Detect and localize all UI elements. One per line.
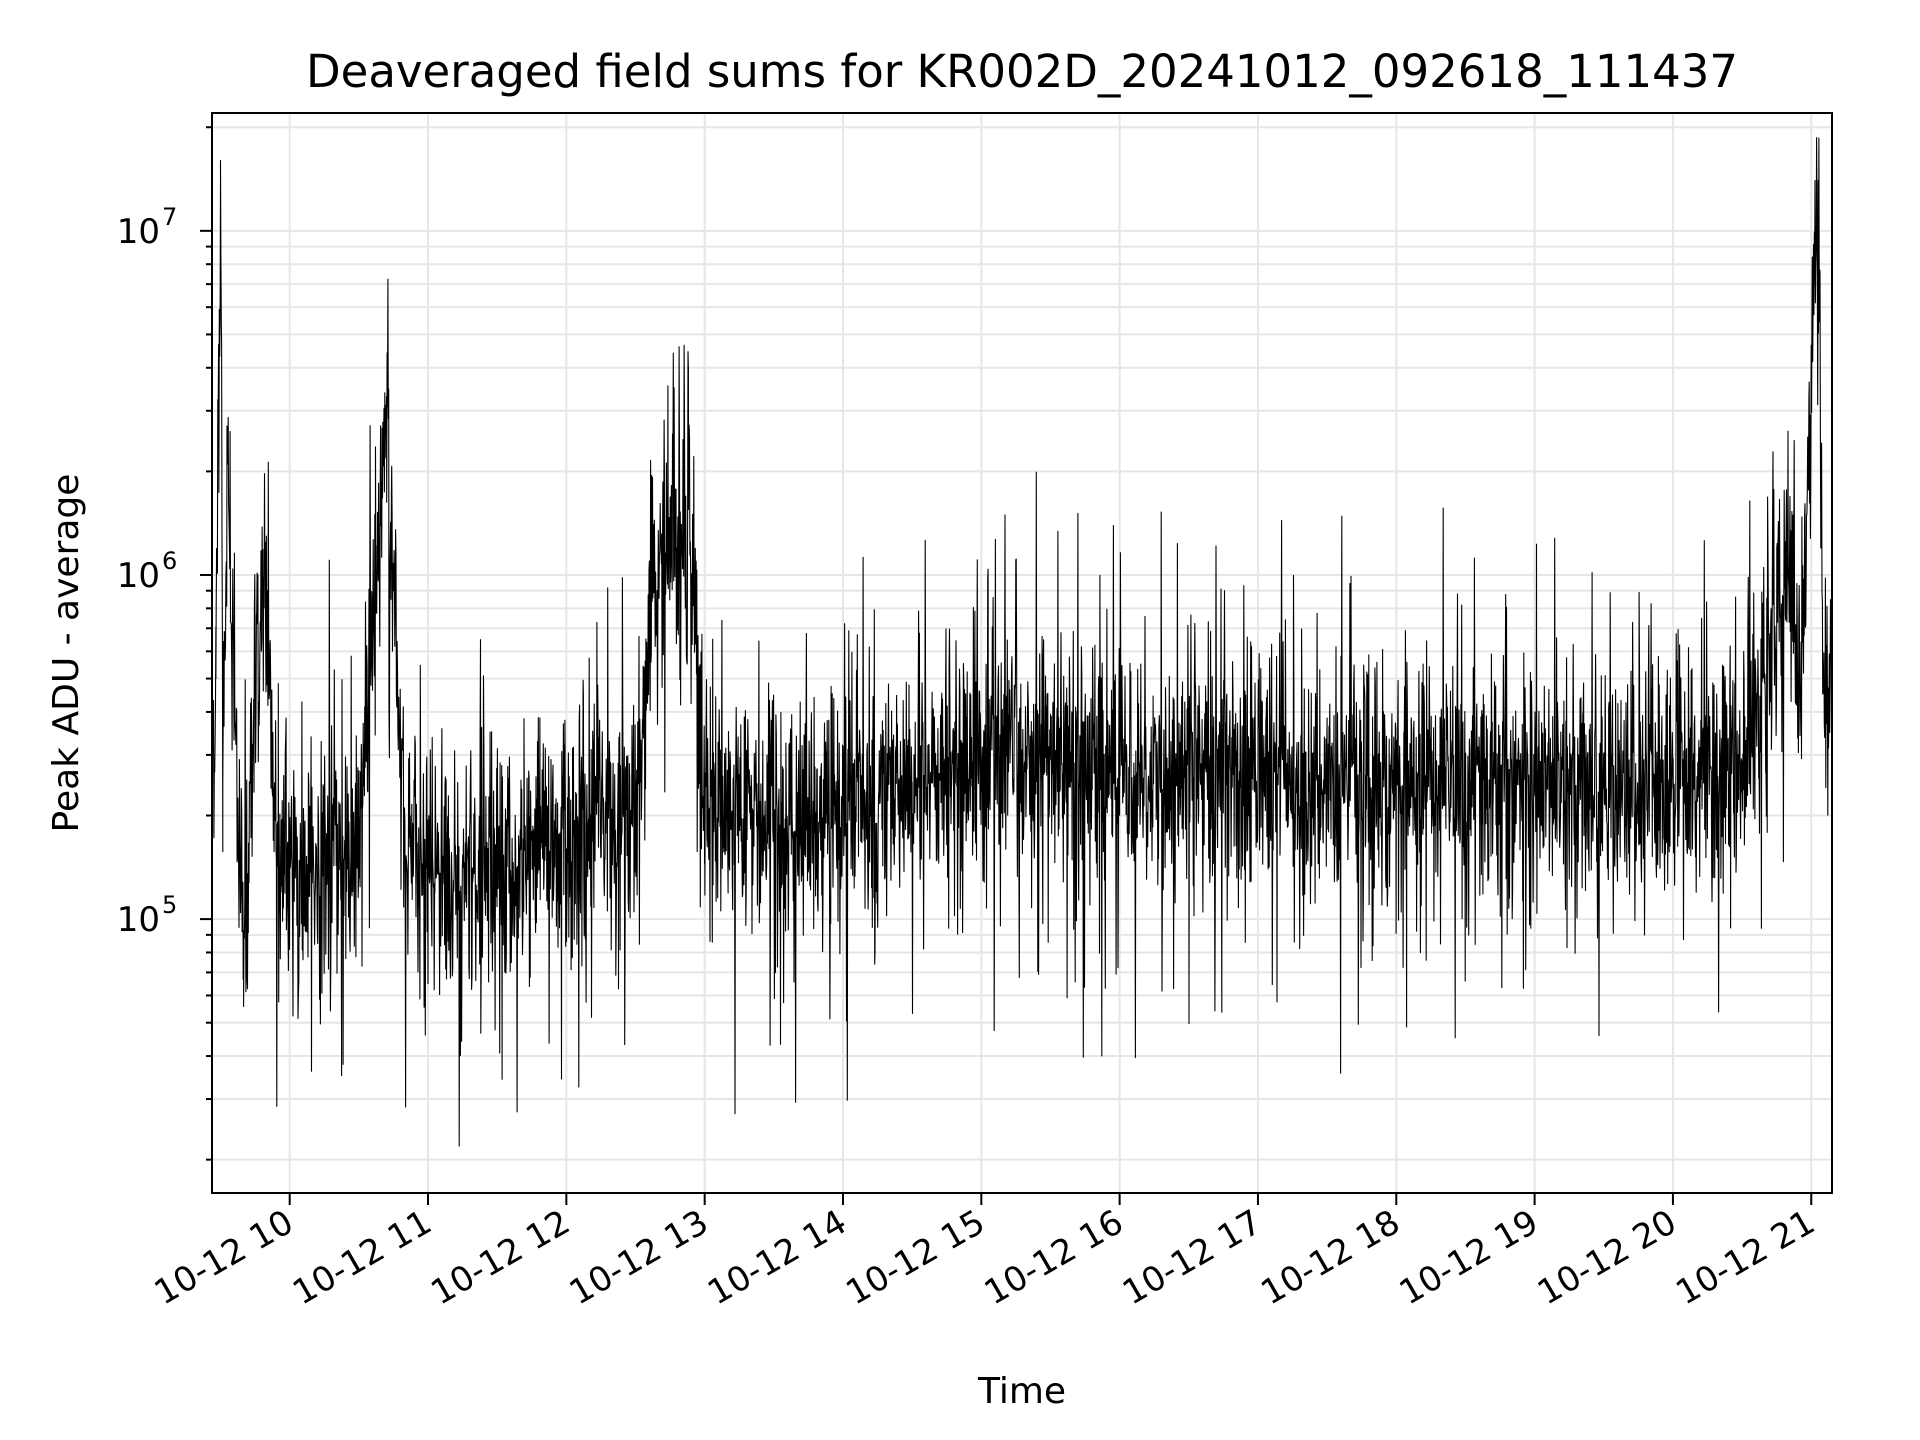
y-tick-label-exp: 6 bbox=[162, 547, 177, 575]
y-tick-label-exp: 5 bbox=[162, 891, 177, 919]
y-tick-label: 10 6 bbox=[117, 547, 178, 596]
x-tick-label: 10-12 11 bbox=[286, 1202, 438, 1313]
x-tick-label: 10-12 12 bbox=[424, 1202, 576, 1313]
x-tick-label: 10-12 19 bbox=[1393, 1202, 1545, 1313]
chart-title: Deaveraged field sums for KR002D_2024101… bbox=[306, 45, 1738, 98]
y-tick-label-base: 10 bbox=[117, 900, 160, 940]
x-tick-label: 10-12 16 bbox=[978, 1202, 1130, 1313]
x-tick-label: 10-12 18 bbox=[1254, 1202, 1406, 1313]
x-tick-label: 10-12 15 bbox=[839, 1202, 991, 1313]
x-tick-label: 10-12 20 bbox=[1531, 1202, 1683, 1313]
x-tick-label: 10-12 17 bbox=[1116, 1202, 1268, 1313]
y-tick-label: 10 5 bbox=[117, 891, 178, 940]
x-tick-label: 10-12 10 bbox=[148, 1202, 300, 1313]
x-tick-label: 10-12 21 bbox=[1669, 1202, 1821, 1313]
series-layer bbox=[211, 137, 1833, 1147]
y-tick-label: 10 7 bbox=[117, 203, 178, 252]
y-tick-label-base: 10 bbox=[117, 212, 160, 252]
grid-layer bbox=[212, 113, 1832, 1193]
series-line bbox=[211, 137, 1833, 1147]
y-axis-label: Peak ADU - average bbox=[46, 474, 87, 833]
x-tick-label: 10-12 13 bbox=[563, 1202, 715, 1313]
plot-frame bbox=[211, 112, 1833, 1194]
x-tick-label: 10-12 14 bbox=[701, 1202, 853, 1313]
y-tick-label-exp: 7 bbox=[162, 203, 177, 231]
x-axis-label: Time bbox=[977, 1371, 1066, 1412]
y-tick-label-base: 10 bbox=[117, 556, 160, 596]
